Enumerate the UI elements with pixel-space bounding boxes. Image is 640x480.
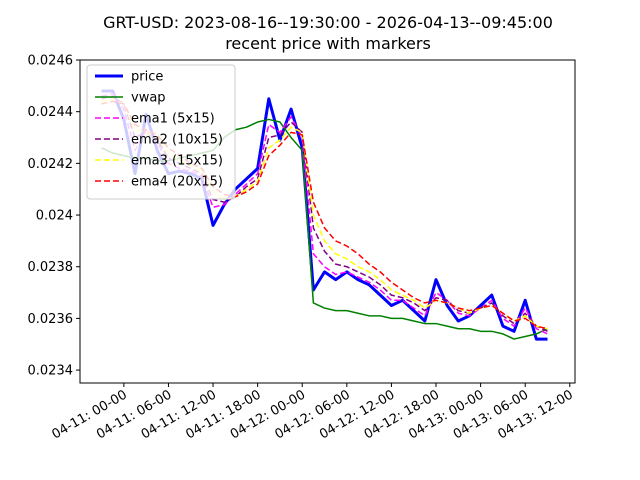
legend-label: ema3 (15x15) <box>131 154 223 169</box>
chart-title: GRT-USD: 2023-08-16--19:30:00 - 2026-04-… <box>103 13 553 32</box>
legend-label: ema4 (20x15) <box>131 175 223 190</box>
legend-label: price <box>131 70 163 85</box>
legend-label: ema2 (10x15) <box>131 133 223 148</box>
y-tick-label: 0.0246 <box>28 54 74 69</box>
series-line <box>101 100 548 330</box>
series-line <box>101 95 548 333</box>
y-tick-label: 0.0238 <box>28 260 74 275</box>
y-tick-label: 0.0234 <box>28 364 74 379</box>
legend-label: vwap <box>131 91 166 106</box>
plot-frame <box>79 59 576 384</box>
legend-box <box>86 64 236 200</box>
y-tick-label: 0.024 <box>36 209 73 224</box>
y-tick-label: 0.0244 <box>28 105 74 120</box>
legend-label: ema1 (5x15) <box>131 112 215 127</box>
chart-subtitle: recent price with markers <box>225 34 431 53</box>
y-tick-label: 0.0242 <box>28 157 74 172</box>
y-tick-label: 0.0236 <box>28 312 74 327</box>
